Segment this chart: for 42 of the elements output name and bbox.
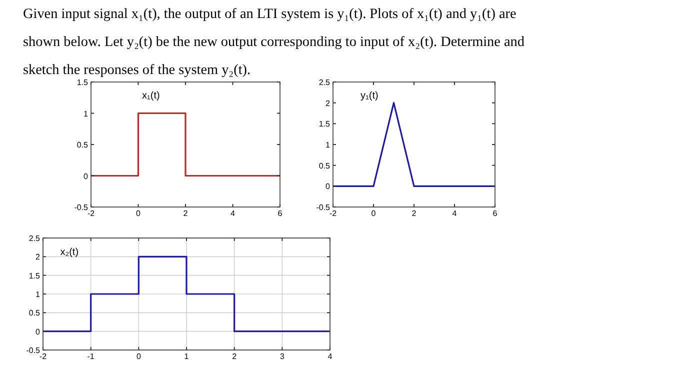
x-tick-label: -2 (87, 209, 96, 218)
x-tick-label: -1 (87, 352, 95, 361)
y-tick-label: 0.5 (76, 140, 89, 150)
y-tick-label: 1 (326, 140, 331, 150)
annotation: y₁(t) (360, 90, 378, 102)
y-tick-label: 0.5 (28, 308, 41, 318)
x-tick-label: 4 (328, 352, 333, 361)
x-tick-label: 4 (452, 209, 458, 218)
text: Given input signal x₁(t), the output of an LTI system is y₁(t). Plots of x₁(t) and y₁(t) are (23, 6, 516, 22)
x-tick-label: -2 (329, 209, 338, 218)
y-tick-label: 1.5 (76, 78, 89, 87)
x-tick-label: 3 (280, 352, 285, 361)
x-tick-label: -2 (39, 352, 48, 361)
y-tick-label: -0.5 (26, 346, 41, 355)
x-tick-label: 6 (278, 209, 283, 218)
x-tick-label: 2 (412, 209, 417, 218)
y-tick-label: -0.5 (316, 203, 331, 212)
text: sketch the responses of the system y₂(t). (23, 62, 251, 78)
x-tick-label: 1 (184, 352, 190, 361)
x-tick-label: 2 (232, 352, 238, 361)
y-tick-label: 1.5 (28, 271, 41, 280)
y-tick-label: 1 (36, 290, 41, 299)
y-tick-label: 2 (326, 98, 331, 108)
y-tick-label: 0 (36, 327, 41, 336)
y-tick-label: 2.5 (318, 78, 331, 87)
y-tick-label: 0 (326, 182, 331, 192)
y-tick-label: 0.5 (318, 161, 331, 170)
y-tick-label: -0.5 (74, 203, 89, 212)
y-tick-label: 0 (84, 172, 89, 181)
y-tick-label: 2.5 (28, 234, 41, 243)
x-tick-label: 6 (492, 209, 498, 218)
x-tick-label: 4 (230, 209, 236, 218)
text: shown below. Let y₂(t) be the new output corresponding to input of x₂(t). Determine and (23, 34, 524, 50)
x-tick-label: 0 (136, 352, 142, 361)
annotation: x₂(t) (60, 246, 79, 258)
y-tick-label: 2 (36, 252, 41, 262)
y-tick-label: 1.5 (318, 120, 331, 129)
x-tick-label: 0 (136, 209, 142, 218)
x-tick-label: 0 (371, 209, 376, 218)
x-tick-label: 2 (183, 209, 188, 218)
annotation: x₁(t) (142, 90, 160, 102)
y-tick-label: 1 (84, 109, 89, 118)
